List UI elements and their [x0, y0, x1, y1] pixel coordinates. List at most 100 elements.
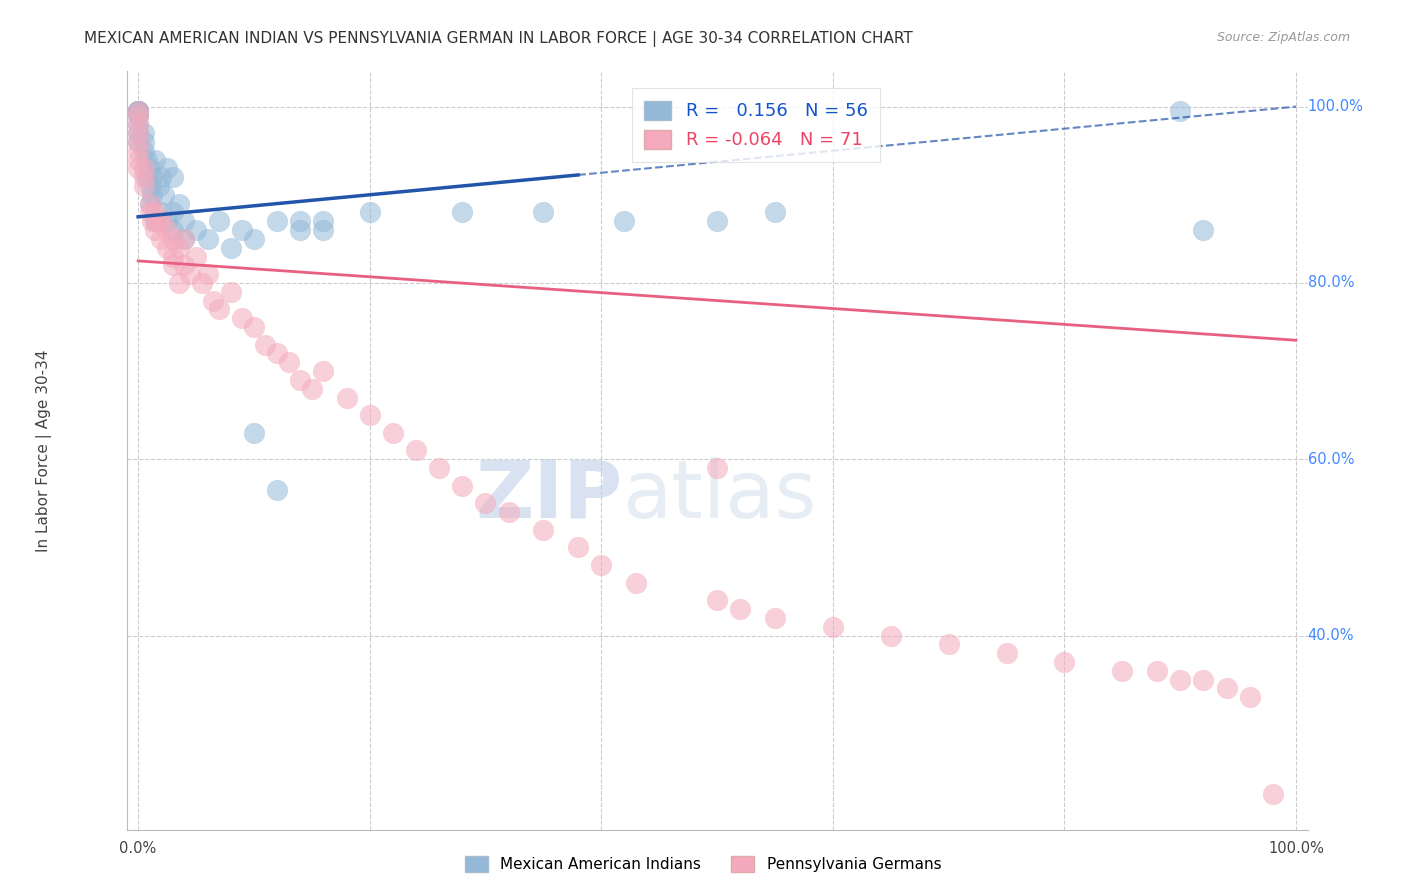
Point — [191, 276, 214, 290]
Point — [132, 126, 155, 140]
Point — [728, 602, 751, 616]
Point — [312, 364, 335, 378]
Text: 100.0%: 100.0% — [1268, 840, 1324, 855]
Point — [127, 103, 149, 118]
Point — [173, 232, 195, 246]
Text: MEXICAN AMERICAN INDIAN VS PENNSYLVANIA GERMAN IN LABOR FORCE | AGE 30-34 CORREL: MEXICAN AMERICAN INDIAN VS PENNSYLVANIA … — [84, 31, 912, 47]
Point — [162, 232, 184, 246]
Point — [243, 320, 266, 334]
Point — [531, 205, 554, 219]
Point — [162, 170, 184, 185]
Point — [254, 337, 277, 351]
Point — [132, 161, 155, 176]
Point — [312, 223, 335, 237]
Point — [613, 214, 636, 228]
Point — [531, 523, 554, 537]
Point — [127, 103, 149, 118]
Point — [451, 479, 474, 493]
Point — [132, 170, 155, 185]
Point — [156, 241, 179, 255]
Text: atlas: atlas — [623, 457, 817, 535]
Point — [359, 408, 381, 422]
Point — [1239, 690, 1261, 705]
Point — [1168, 673, 1191, 687]
Point — [162, 250, 184, 264]
Point — [219, 285, 242, 299]
Point — [127, 117, 149, 131]
Point — [127, 117, 149, 131]
Point — [127, 135, 149, 149]
Point — [763, 611, 786, 625]
Text: ZIP: ZIP — [475, 457, 623, 535]
Text: In Labor Force | Age 30-34: In Labor Force | Age 30-34 — [37, 349, 52, 552]
Point — [763, 205, 786, 219]
Point — [231, 311, 253, 326]
Point — [938, 637, 960, 651]
Point — [152, 187, 174, 202]
Point — [132, 135, 155, 149]
Point — [301, 382, 323, 396]
Point — [156, 223, 179, 237]
Point — [162, 258, 184, 272]
Point — [498, 505, 520, 519]
Point — [127, 108, 149, 122]
Point — [405, 443, 427, 458]
Point — [145, 223, 167, 237]
Legend: Mexican American Indians, Pennsylvania Germans: Mexican American Indians, Pennsylvania G… — [457, 848, 949, 880]
Point — [266, 214, 288, 228]
Point — [127, 126, 149, 140]
Point — [127, 103, 149, 118]
Point — [427, 461, 450, 475]
Point — [197, 267, 219, 281]
Point — [381, 425, 404, 440]
Point — [173, 232, 195, 246]
Point — [127, 153, 149, 167]
Point — [138, 161, 160, 176]
Point — [127, 103, 149, 118]
Point — [219, 241, 242, 255]
Point — [150, 205, 173, 219]
Point — [136, 153, 159, 167]
Text: Source: ZipAtlas.com: Source: ZipAtlas.com — [1216, 31, 1350, 45]
Point — [145, 153, 167, 167]
Text: 40.0%: 40.0% — [1308, 628, 1354, 643]
Point — [1192, 223, 1215, 237]
Point — [706, 461, 728, 475]
Point — [167, 276, 190, 290]
Point — [141, 170, 163, 185]
Point — [1215, 681, 1237, 696]
Point — [145, 214, 167, 228]
Point — [138, 196, 160, 211]
Point — [162, 205, 184, 219]
Point — [127, 126, 149, 140]
Point — [277, 355, 299, 369]
Point — [148, 214, 170, 228]
Point — [290, 214, 312, 228]
Point — [335, 391, 357, 405]
Text: 100.0%: 100.0% — [1308, 99, 1364, 114]
Point — [208, 302, 231, 317]
Point — [156, 161, 179, 176]
Point — [1111, 664, 1133, 678]
Point — [138, 178, 160, 193]
Point — [127, 108, 149, 122]
Point — [290, 223, 312, 237]
Point — [156, 214, 179, 228]
Point — [138, 205, 160, 219]
Point — [127, 161, 149, 176]
Point — [231, 223, 253, 237]
Point — [821, 620, 844, 634]
Point — [150, 232, 173, 246]
Point — [167, 196, 190, 211]
Point — [266, 346, 288, 360]
Point — [132, 178, 155, 193]
Point — [141, 214, 163, 228]
Point — [290, 373, 312, 387]
Point — [127, 144, 149, 158]
Point — [624, 575, 647, 590]
Point — [173, 258, 195, 272]
Point — [1192, 673, 1215, 687]
Point — [591, 558, 613, 572]
Point — [150, 214, 173, 228]
Text: 0.0%: 0.0% — [120, 840, 156, 855]
